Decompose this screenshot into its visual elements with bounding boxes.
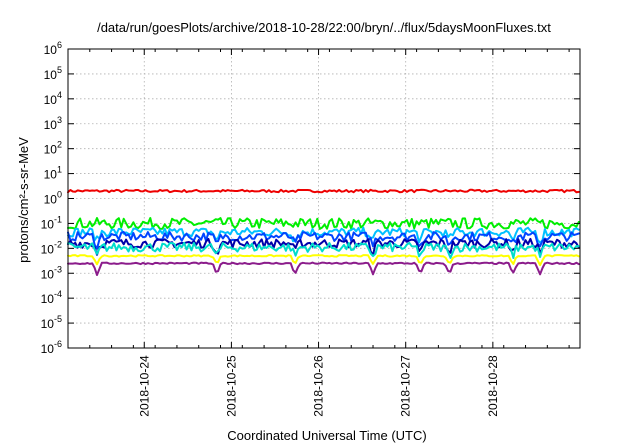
y-tick-label: 100 xyxy=(44,190,62,207)
x-tick-label: 2018-10-26 xyxy=(312,355,326,417)
x-axis-label: Coordinated Universal Time (UTC) xyxy=(227,428,426,443)
y-tick-label: 103 xyxy=(44,115,62,132)
y-tick-label: 102 xyxy=(44,140,62,157)
series-line-8 xyxy=(67,261,580,276)
y-tick-label: 10-2 xyxy=(41,239,62,256)
x-tick-label: 2018-10-28 xyxy=(486,355,500,417)
series-line-2 xyxy=(67,217,580,230)
x-tick-label: 2018-10-25 xyxy=(224,355,238,417)
y-axis-label: protons/cm²-s-sr-MeV xyxy=(16,137,31,263)
grid xyxy=(68,49,580,348)
y-tick-label: 10-4 xyxy=(41,289,62,306)
y-tick-label: 106 xyxy=(44,40,62,57)
chart-title: /data/run/goesPlots/archive/2018-10-28/2… xyxy=(97,20,551,35)
y-tick-label: 10-6 xyxy=(41,339,62,356)
plot-frame xyxy=(67,48,581,349)
series-line-3 xyxy=(67,226,580,244)
y-tick-label: 10-5 xyxy=(41,314,62,331)
series-line-5 xyxy=(67,237,580,257)
y-tick-label: 101 xyxy=(44,165,62,182)
x-tick-label: 2018-10-24 xyxy=(137,355,151,417)
series-line-4 xyxy=(67,231,580,250)
series-group xyxy=(67,188,580,276)
y-tick-label: 10-3 xyxy=(41,264,62,281)
series-line-7 xyxy=(67,254,580,267)
x-tick-label: 2018-10-27 xyxy=(399,355,413,417)
y-tick-label: 10-1 xyxy=(41,214,62,231)
y-tick-label: 105 xyxy=(44,65,62,82)
series-line-1 xyxy=(67,188,580,194)
y-tick-label: 104 xyxy=(44,90,62,107)
series-line-6 xyxy=(67,241,580,259)
axes: 10-6 10-5 10-4 10-3 10-2 10-1 100 101 102 103 104 1… xyxy=(41,40,581,417)
